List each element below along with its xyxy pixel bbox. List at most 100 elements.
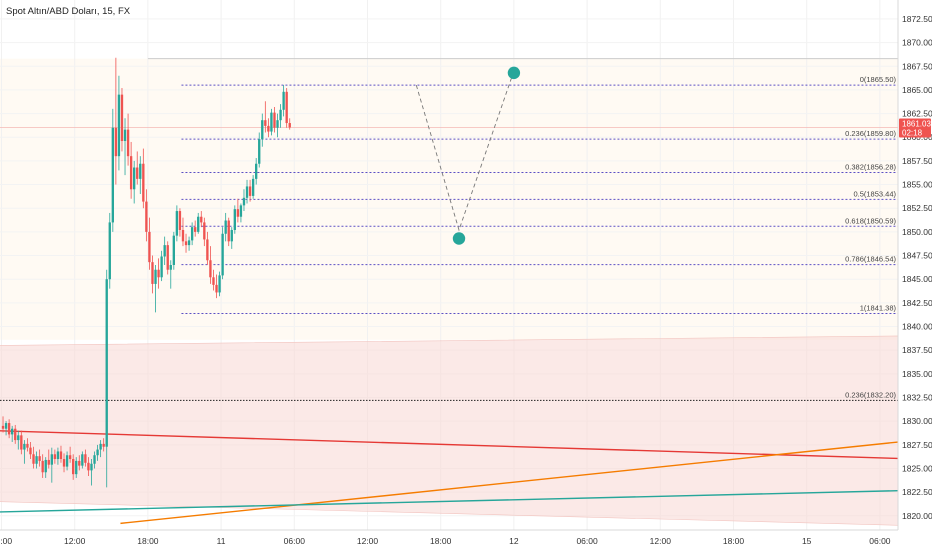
candle: [264, 101, 267, 133]
candle: [133, 160, 136, 204]
supply-zone: [0, 335, 899, 526]
candle: [194, 220, 197, 237]
x-tick-label: 06:00: [869, 536, 891, 546]
candle-body: [136, 167, 139, 179]
candle: [273, 106, 276, 133]
candle-body: [261, 120, 264, 140]
candle: [120, 88, 124, 152]
candle: [90, 459, 93, 486]
candle-body: [282, 91, 285, 110]
candle-body: [102, 443, 105, 447]
candle-body: [41, 460, 44, 473]
candle: [126, 113, 130, 166]
candle-body: [75, 460, 78, 475]
candle: [47, 449, 50, 469]
candle-body: [90, 463, 93, 471]
fib-level-label: 0.5(1853.44): [853, 189, 896, 198]
candle: [267, 118, 270, 138]
candle-body: [267, 125, 270, 132]
candle-body: [114, 127, 118, 157]
candle: [129, 141, 133, 199]
candle-body: [230, 229, 233, 242]
y-tick-label: 1822.50: [902, 487, 932, 497]
candle: [11, 425, 14, 442]
x-tick-label: 12:00: [650, 536, 672, 546]
candle-body: [29, 447, 32, 455]
candle: [221, 227, 224, 280]
current-price-label: 1861.03: [902, 119, 931, 128]
candle: [75, 457, 78, 478]
candle-body: [172, 235, 175, 265]
candle-body: [59, 451, 63, 460]
fib-level-label: 1(1841.38): [860, 303, 897, 312]
candle-body: [14, 428, 17, 441]
fib-level-label: 0(1865.50): [860, 75, 897, 84]
candle: [258, 132, 261, 168]
candle-body: [111, 127, 114, 223]
candle: [172, 231, 175, 270]
candle-body: [255, 163, 258, 179]
y-tick-label: 1837.50: [902, 345, 932, 355]
candle: [117, 75, 121, 171]
y-tick-label: 1857.50: [902, 156, 932, 166]
candle: [59, 445, 63, 463]
candle: [215, 274, 218, 299]
y-tick-label: 1865.00: [902, 85, 932, 95]
candle-body: [184, 241, 188, 246]
orange-trendline: [120, 441, 899, 525]
candle: [239, 203, 243, 223]
candle-body: [108, 222, 111, 280]
candle-body: [32, 454, 35, 464]
candle-body: [190, 227, 194, 241]
candle-body: [157, 269, 160, 278]
candle: [203, 217, 206, 247]
candle-body: [99, 443, 102, 450]
countdown-label: 02:18: [902, 128, 923, 137]
x-tick-label: 06:00: [284, 536, 306, 546]
x-tick-label: 12:00: [64, 536, 86, 546]
candle: [4, 421, 8, 436]
candle-body: [53, 454, 57, 460]
candle-body: [145, 201, 148, 232]
candle-body: [288, 123, 291, 128]
price-axis-bg: [898, 0, 932, 550]
candle: [99, 440, 102, 458]
candle-body: [87, 462, 90, 471]
candle-body: [68, 455, 72, 460]
candle-body: [120, 94, 124, 142]
y-tick-label: 1832.50: [902, 393, 932, 403]
candle-body: [56, 451, 60, 460]
candle: [53, 449, 57, 464]
candle-body: [105, 279, 108, 447]
candle-body: [251, 178, 255, 196]
candle: [145, 189, 148, 242]
candle-body: [221, 233, 224, 276]
candle: [84, 449, 87, 467]
candle-body: [276, 120, 279, 128]
x-tick-label: 18:00: [137, 536, 159, 546]
candle: [197, 212, 200, 234]
candle: [184, 233, 188, 253]
candle-body: [81, 454, 84, 466]
candle: [279, 104, 282, 128]
candle-body: [84, 454, 87, 463]
candle: [181, 217, 185, 247]
candle-body: [151, 262, 154, 284]
candle: [50, 447, 53, 483]
candle-body: [139, 163, 142, 179]
candle: [148, 217, 151, 270]
fib-level-label: 0.236(1859.80): [845, 129, 896, 138]
candle: [35, 451, 38, 469]
candle: [233, 205, 236, 234]
candle-body: [200, 216, 203, 223]
y-tick-label: 1842.50: [902, 298, 932, 308]
fib-lower-label: 0.236(1832.20): [845, 390, 896, 399]
candle: [105, 269, 108, 488]
fib-level-label: 0.618(1850.59): [845, 216, 896, 225]
candle: [160, 250, 163, 282]
candle: [62, 453, 66, 473]
candle-body: [248, 186, 252, 196]
upper-tint: [0, 58, 898, 340]
candle: [230, 227, 233, 249]
